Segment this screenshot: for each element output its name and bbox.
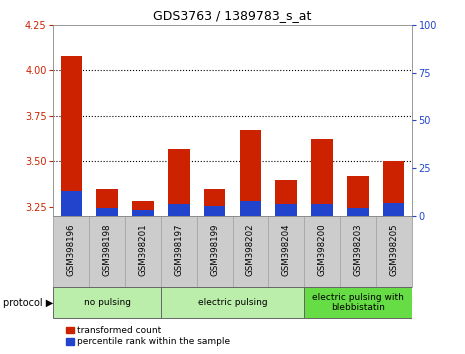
Bar <box>53 287 161 318</box>
Bar <box>376 216 412 287</box>
Text: GSM398203: GSM398203 <box>353 224 362 276</box>
Bar <box>197 216 232 287</box>
Bar <box>347 208 369 216</box>
Bar <box>204 189 226 216</box>
Bar <box>275 205 297 216</box>
Bar <box>53 216 89 287</box>
Bar <box>60 56 82 216</box>
Bar <box>132 201 154 216</box>
Bar <box>96 189 118 216</box>
Legend: transformed count, percentile rank within the sample: transformed count, percentile rank withi… <box>64 324 232 348</box>
Bar <box>96 208 118 216</box>
Bar <box>161 216 197 287</box>
Bar <box>383 202 405 216</box>
Bar <box>340 216 376 287</box>
Bar <box>204 206 226 216</box>
Text: GSM398198: GSM398198 <box>103 224 112 276</box>
Bar <box>168 149 190 216</box>
Bar <box>125 216 161 287</box>
Bar <box>239 201 261 216</box>
Text: GSM398202: GSM398202 <box>246 224 255 276</box>
Bar <box>383 161 405 216</box>
Text: protocol ▶: protocol ▶ <box>3 298 53 308</box>
Text: GSM398197: GSM398197 <box>174 224 183 276</box>
Bar <box>311 205 333 216</box>
Bar <box>268 216 304 287</box>
Bar <box>89 216 125 287</box>
Bar <box>168 205 190 216</box>
Text: GSM398196: GSM398196 <box>67 224 76 276</box>
Bar <box>347 176 369 216</box>
Bar <box>232 216 268 287</box>
Bar <box>161 287 304 318</box>
Bar <box>304 287 412 318</box>
Bar <box>311 139 333 216</box>
Text: electric pulsing: electric pulsing <box>198 298 267 307</box>
Text: no pulsing: no pulsing <box>84 298 131 307</box>
Bar <box>132 210 154 216</box>
Text: GSM398204: GSM398204 <box>282 224 291 276</box>
Text: GSM398199: GSM398199 <box>210 224 219 276</box>
Text: GSM398200: GSM398200 <box>318 224 326 276</box>
Bar <box>304 216 340 287</box>
Bar <box>60 191 82 216</box>
Text: GSM398201: GSM398201 <box>139 224 147 276</box>
Bar <box>275 179 297 216</box>
Bar <box>239 130 261 216</box>
Text: electric pulsing with
blebbistatin: electric pulsing with blebbistatin <box>312 293 404 312</box>
Title: GDS3763 / 1389783_s_at: GDS3763 / 1389783_s_at <box>153 9 312 22</box>
Text: GSM398205: GSM398205 <box>389 224 398 276</box>
